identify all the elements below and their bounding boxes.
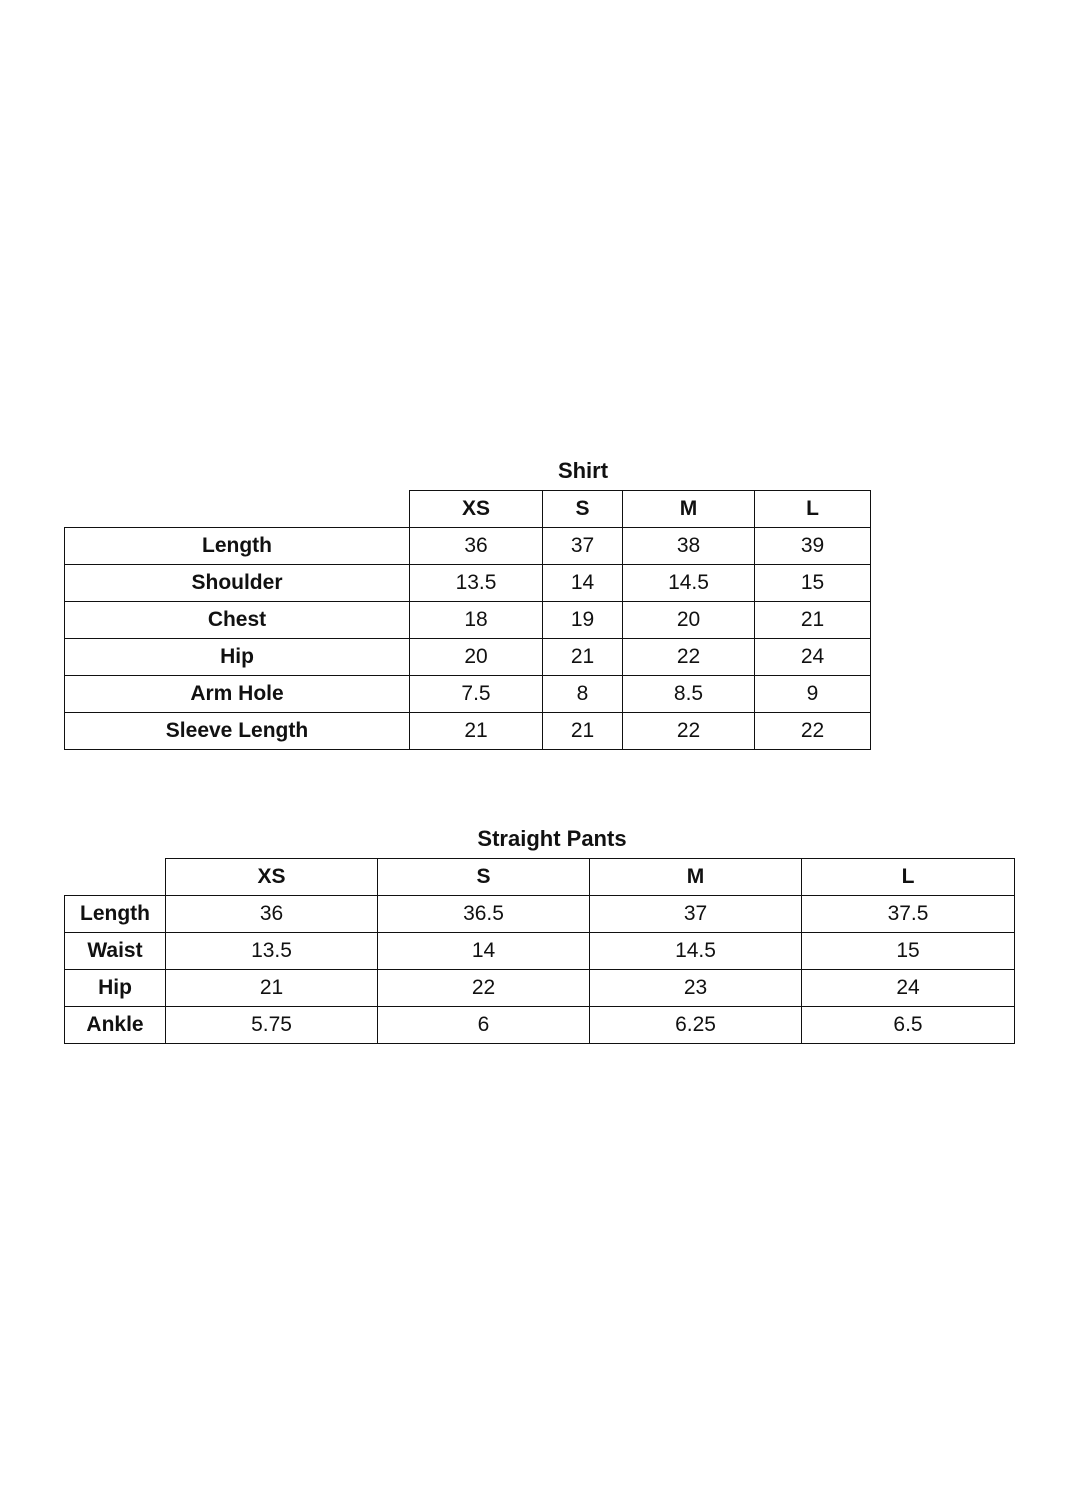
pants-size-table: XS S M L Length 36 36.5 37 37.5 Waist 13.5 14 14.5 15… (64, 858, 1015, 1044)
measurement-value: 21 (409, 712, 543, 750)
size-header: XS (165, 858, 378, 896)
measurement-label: Shoulder (64, 564, 410, 602)
measurement-value: 8.5 (622, 675, 755, 713)
measurement-value: 21 (754, 601, 871, 639)
measurement-value: 20 (409, 638, 543, 676)
measurement-value: 7.5 (409, 675, 543, 713)
measurement-value: 13.5 (165, 932, 378, 970)
measurement-label: Length (64, 895, 166, 933)
measurement-value: 6.5 (801, 1006, 1015, 1044)
header-row: XS S M L (65, 490, 871, 528)
measurement-label: Waist (64, 932, 166, 970)
table-row: Sleeve Length 21 21 22 22 (64, 712, 871, 750)
measurement-value: 23 (589, 969, 802, 1007)
size-header: M (622, 490, 755, 528)
table-row: Hip 21 22 23 24 (64, 969, 1015, 1007)
measurement-value: 22 (622, 712, 755, 750)
table-row: Arm Hole 7.5 8 8.5 9 (64, 675, 871, 713)
size-header: S (542, 490, 623, 528)
measurement-label: Arm Hole (64, 675, 410, 713)
table-row: Chest 18 19 20 21 (64, 601, 871, 639)
shirt-title: Shirt (557, 458, 609, 483)
size-header: XS (409, 490, 543, 528)
measurement-value: 15 (801, 932, 1015, 970)
measurement-value: 36.5 (377, 895, 590, 933)
measurement-value: 14 (377, 932, 590, 970)
measurement-value: 37 (589, 895, 802, 933)
measurement-value: 14 (542, 564, 623, 602)
measurement-value: 24 (754, 638, 871, 676)
measurement-value: 36 (409, 527, 543, 565)
measurement-value: 21 (542, 638, 623, 676)
table-row: Length 36 36.5 37 37.5 (64, 895, 1015, 933)
table-row: Shoulder 13.5 14 14.5 15 (64, 564, 871, 602)
size-header: S (377, 858, 590, 896)
table-row: Length 36 37 38 39 (64, 527, 871, 565)
measurement-value: 5.75 (165, 1006, 378, 1044)
measurement-value: 19 (542, 601, 623, 639)
measurement-label: Sleeve Length (64, 712, 410, 750)
measurement-value: 24 (801, 969, 1015, 1007)
measurement-label: Length (64, 527, 410, 565)
blank-corner (65, 859, 166, 896)
measurement-value: 14.5 (589, 932, 802, 970)
measurement-value: 20 (622, 601, 755, 639)
measurement-label: Chest (64, 601, 410, 639)
measurement-value: 37.5 (801, 895, 1015, 933)
measurement-value: 36 (165, 895, 378, 933)
measurement-value: 14.5 (622, 564, 755, 602)
measurement-value: 39 (754, 527, 871, 565)
measurement-value: 21 (165, 969, 378, 1007)
size-header: L (801, 858, 1015, 896)
measurement-value: 9 (754, 675, 871, 713)
measurement-value: 15 (754, 564, 871, 602)
measurement-value: 8 (542, 675, 623, 713)
blank-corner (65, 491, 410, 528)
table-row: Hip 20 21 22 24 (64, 638, 871, 676)
measurement-value: 22 (622, 638, 755, 676)
measurement-value: 22 (754, 712, 871, 750)
measurement-value: 6 (377, 1006, 590, 1044)
measurement-value: 13.5 (409, 564, 543, 602)
pants-title: Straight Pants (477, 826, 627, 851)
measurement-label: Hip (64, 638, 410, 676)
measurement-value: 22 (377, 969, 590, 1007)
header-row: XS S M L (65, 858, 1015, 896)
size-header: M (589, 858, 802, 896)
measurement-value: 38 (622, 527, 755, 565)
shirt-size-table: XS S M L Length 36 37 38 39 Shoulder 13.5 14 14.5 15 C… (64, 490, 871, 750)
measurement-value: 37 (542, 527, 623, 565)
measurement-value: 18 (409, 601, 543, 639)
measurement-value: 21 (542, 712, 623, 750)
table-row: Waist 13.5 14 14.5 15 (64, 932, 1015, 970)
measurement-label: Ankle (64, 1006, 166, 1044)
table-row: Ankle 5.75 6 6.25 6.5 (64, 1006, 1015, 1044)
size-header: L (754, 490, 871, 528)
measurement-value: 6.25 (589, 1006, 802, 1044)
measurement-label: Hip (64, 969, 166, 1007)
